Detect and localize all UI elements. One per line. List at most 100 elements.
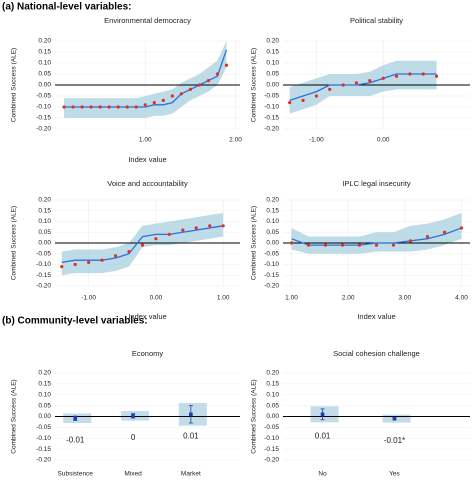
x-tick-label: 1.00 (217, 295, 230, 302)
ale-point (306, 243, 311, 247)
y-tick-label: 0.00 (38, 82, 51, 89)
value-label: 0 (131, 433, 136, 442)
ale-line (61, 225, 224, 263)
ale-point (314, 94, 318, 98)
ale-point (161, 98, 165, 102)
x-tick-label: 4.00 (455, 295, 468, 302)
x-tick-label: 1.00 (285, 295, 298, 302)
estimate-point (320, 412, 325, 417)
x-axis-label: Index value (128, 155, 166, 164)
chart-title: Social cohesion challenge (333, 349, 420, 358)
y-tick-label: 0.15 (38, 207, 51, 214)
ale-point (394, 74, 399, 78)
x-tick-label: 2.00 (229, 137, 242, 144)
y-tick-label: -0.10 (264, 261, 279, 268)
ale-point (116, 105, 120, 109)
x-tick-label: 0.00 (377, 137, 390, 144)
chart-title: Economy (132, 349, 164, 358)
y-axis-label: Combined Success (ALE) (251, 206, 258, 280)
ale-line (291, 227, 462, 246)
y-tick-label: 0.15 (266, 207, 279, 214)
ale-point (357, 243, 362, 247)
ale-point (206, 79, 211, 83)
y-axis-label: Combined Success (ALE) (11, 379, 18, 453)
ale-point (215, 72, 220, 76)
ale-point (98, 105, 102, 109)
y-tick-label: -0.20 (264, 126, 279, 133)
y-tick-label: 0.15 (38, 49, 51, 56)
ale-point (391, 243, 396, 247)
ale-point (179, 92, 183, 96)
ale-point (459, 226, 464, 230)
ale-point (100, 258, 104, 262)
y-tick-label: -0.05 (264, 93, 279, 100)
ale-point (328, 87, 332, 91)
ale-point (89, 105, 93, 109)
x-axis-label: Index value (128, 312, 166, 321)
y-tick-label: -0.10 (36, 435, 51, 442)
y-tick-label: -0.10 (264, 104, 279, 111)
ale-point (341, 83, 345, 87)
ale-point (152, 101, 156, 105)
y-tick-label: 0.10 (38, 391, 51, 398)
ale-line (289, 73, 437, 102)
estimate-point (73, 416, 78, 421)
ale-point (71, 105, 75, 109)
y-tick-label: -0.20 (36, 126, 51, 133)
y-tick-label: -0.15 (264, 115, 279, 122)
y-tick-label: 0.10 (38, 60, 51, 67)
x-tick-label: 2.00 (342, 295, 355, 302)
ale-point (127, 250, 131, 254)
y-tick-label: -0.15 (36, 272, 51, 279)
y-tick-label: 0.10 (266, 218, 279, 225)
y-axis-label: Combined Success (ALE) (11, 206, 18, 280)
y-tick-label: 0.10 (38, 218, 51, 225)
chart-title: Political stability (350, 16, 403, 25)
y-tick-label: -0.15 (36, 115, 51, 122)
ale-point (140, 243, 145, 247)
x-tick-label: Yes (389, 471, 400, 478)
y-axis-label: Combined Success (ALE) (251, 48, 258, 122)
distribution (121, 411, 150, 421)
y-tick-label: -0.10 (36, 261, 51, 268)
y-tick-label: 0.20 (38, 197, 51, 204)
y-tick-label: 0.15 (38, 381, 51, 388)
y-tick-label: 0.05 (266, 402, 279, 409)
x-tick-label: Market (181, 471, 201, 478)
ale-point (134, 105, 138, 109)
ale-point (408, 239, 413, 243)
x-tick-label: Mixed (124, 471, 142, 478)
y-tick-label: -0.20 (264, 457, 279, 464)
y-tick-label: -0.10 (36, 104, 51, 111)
y-tick-label: -0.05 (264, 250, 279, 257)
ale-point (154, 237, 158, 241)
y-tick-label: 0.00 (266, 240, 279, 247)
ale-point (113, 254, 118, 258)
ale-point (374, 243, 379, 247)
y-tick-label: -0.15 (264, 272, 279, 279)
estimate-point (131, 414, 135, 418)
section-title: (b) Community-level variables: (2, 316, 148, 327)
ale-point (194, 226, 198, 230)
ale-point (143, 103, 147, 107)
y-tick-label: 0.00 (38, 413, 51, 420)
y-axis-label: Combined Success (ALE) (251, 379, 258, 453)
y-tick-label: 0.20 (266, 38, 279, 45)
y-tick-label: 0.05 (266, 229, 279, 236)
y-tick-label: -0.05 (36, 93, 51, 100)
x-tick-label: 0.00 (150, 295, 163, 302)
ale-point (125, 105, 129, 109)
ale-point (188, 87, 192, 91)
ale-point (60, 265, 64, 269)
distribution (63, 413, 92, 424)
ale-point (442, 230, 447, 234)
ale-point (167, 232, 171, 236)
y-axis-label: Combined Success (ALE) (11, 48, 18, 122)
y-tick-label: 0.00 (266, 413, 279, 420)
ale-point (208, 224, 212, 228)
estimate-point (189, 412, 193, 417)
x-tick-label: 3.00 (399, 295, 412, 302)
ale-point (340, 243, 345, 247)
ale-point (381, 76, 385, 80)
